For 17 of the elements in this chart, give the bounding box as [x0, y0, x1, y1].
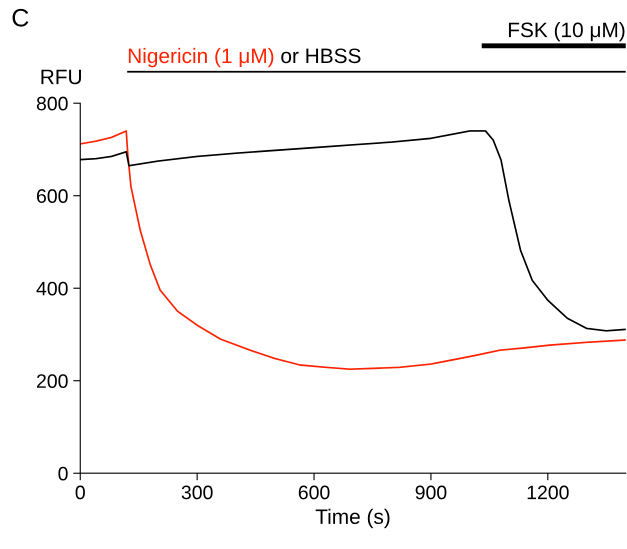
line-series: [80, 130, 626, 370]
text: FSK (10 μM): [508, 22, 624, 42]
text: Nigericin (1 μM): [128, 48, 274, 68]
y-tick-label: 0: [58, 466, 68, 480]
y-tick-label: 800: [36, 96, 68, 110]
y-tick-label: 200: [36, 374, 68, 388]
y-tick-label: 600: [37, 189, 68, 203]
text: C: [12, 8, 28, 27]
y-axis-title: RFU: [41, 70, 81, 84]
x-tick-label: 300: [182, 486, 213, 500]
x-tick-label: 900: [416, 486, 446, 500]
y-tick-label: 400: [36, 282, 68, 296]
x-tick-label: 600: [298, 486, 330, 500]
x-tick-label: 1200: [528, 486, 569, 500]
x-tick-label: 0: [76, 486, 85, 500]
text: or HBSS: [281, 48, 360, 64]
x-axis-title: Time (s): [316, 508, 390, 528]
